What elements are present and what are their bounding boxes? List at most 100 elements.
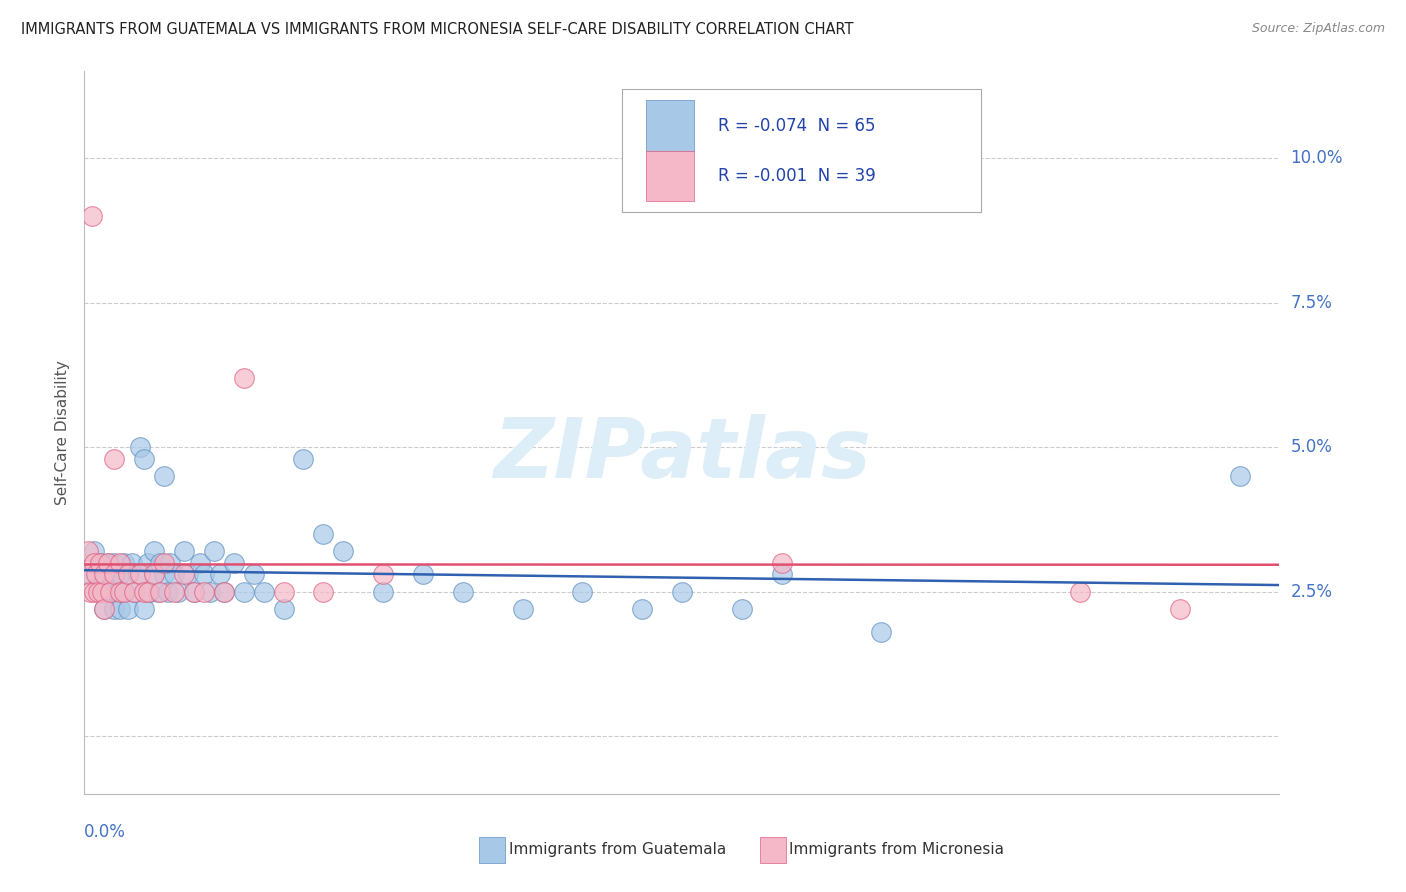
Point: [173, 567, 195, 582]
Point: [332, 544, 354, 558]
FancyBboxPatch shape: [623, 89, 981, 212]
Point: [112, 584, 135, 599]
Point: [1069, 584, 1091, 599]
Point: [112, 556, 135, 570]
Point: [1168, 602, 1191, 616]
Point: [232, 370, 254, 384]
Point: [110, 556, 132, 570]
Point: [412, 567, 434, 582]
Point: [202, 544, 225, 558]
Point: [167, 584, 190, 599]
Bar: [647, 151, 695, 202]
Text: R = -0.074  N = 65: R = -0.074 N = 65: [718, 117, 876, 135]
Point: [127, 567, 149, 582]
Point: [1229, 469, 1251, 483]
Point: [193, 584, 215, 599]
Point: [87, 579, 110, 593]
Point: [98, 584, 121, 599]
Point: [83, 556, 105, 570]
Point: [112, 584, 135, 599]
Point: [149, 556, 172, 570]
Point: [83, 584, 105, 599]
Point: [232, 584, 254, 599]
Point: [149, 584, 172, 599]
Point: [110, 584, 132, 599]
Point: [132, 451, 156, 466]
Point: [222, 556, 245, 570]
Point: [93, 602, 115, 616]
Point: [208, 567, 231, 582]
Point: [117, 567, 139, 582]
Point: [86, 567, 108, 582]
Text: IMMIGRANTS FROM GUATEMALA VS IMMIGRANTS FROM MICRONESIA SELF-CARE DISABILITY COR: IMMIGRANTS FROM GUATEMALA VS IMMIGRANTS …: [21, 22, 853, 37]
Point: [136, 584, 159, 599]
Bar: [479, 838, 505, 863]
Point: [83, 544, 105, 558]
Point: [273, 602, 295, 616]
Point: [132, 602, 156, 616]
Point: [117, 567, 139, 582]
Point: [631, 602, 654, 616]
Text: 0.0%: 0.0%: [84, 822, 127, 841]
Point: [188, 556, 211, 570]
Point: [103, 451, 125, 466]
Point: [183, 584, 205, 599]
Bar: [759, 838, 786, 863]
Point: [136, 556, 159, 570]
Point: [110, 602, 132, 616]
Point: [177, 567, 200, 582]
Point: [75, 567, 97, 582]
Point: [273, 584, 295, 599]
Point: [157, 584, 180, 599]
Text: 5.0%: 5.0%: [1291, 438, 1333, 456]
Point: [132, 584, 156, 599]
Point: [103, 567, 125, 582]
Point: [312, 526, 335, 541]
Point: [212, 584, 235, 599]
Text: 7.5%: 7.5%: [1291, 293, 1333, 311]
Point: [512, 602, 534, 616]
Point: [146, 584, 169, 599]
Text: Immigrants from Micronesia: Immigrants from Micronesia: [790, 842, 1004, 857]
Text: Immigrants from Guatemala: Immigrants from Guatemala: [509, 842, 725, 857]
Point: [143, 544, 166, 558]
Point: [93, 567, 115, 582]
Point: [87, 584, 110, 599]
Point: [122, 584, 145, 599]
Point: [770, 556, 793, 570]
Point: [97, 556, 120, 570]
Point: [93, 567, 115, 582]
Point: [117, 602, 139, 616]
Point: [129, 567, 152, 582]
Point: [292, 451, 315, 466]
Point: [93, 602, 115, 616]
Point: [122, 584, 145, 599]
Point: [183, 584, 205, 599]
Point: [163, 567, 186, 582]
Point: [143, 567, 166, 582]
Point: [173, 544, 195, 558]
Point: [79, 584, 101, 599]
Point: [91, 584, 114, 599]
Point: [121, 556, 143, 570]
Point: [242, 567, 264, 582]
Point: [98, 584, 121, 599]
Point: [89, 556, 111, 570]
Point: [153, 469, 176, 483]
Point: [139, 584, 162, 599]
Point: [373, 584, 395, 599]
Point: [153, 556, 176, 570]
Point: [97, 556, 120, 570]
Point: [110, 567, 132, 582]
Point: [253, 584, 276, 599]
Point: [143, 567, 166, 582]
Point: [731, 602, 754, 616]
Text: ZIPatlas: ZIPatlas: [494, 414, 870, 495]
Point: [671, 584, 693, 599]
Point: [870, 625, 893, 640]
Text: Source: ZipAtlas.com: Source: ZipAtlas.com: [1251, 22, 1385, 36]
Point: [163, 584, 186, 599]
Point: [103, 556, 125, 570]
Point: [373, 567, 395, 582]
Text: R = -0.001  N = 39: R = -0.001 N = 39: [718, 167, 876, 186]
